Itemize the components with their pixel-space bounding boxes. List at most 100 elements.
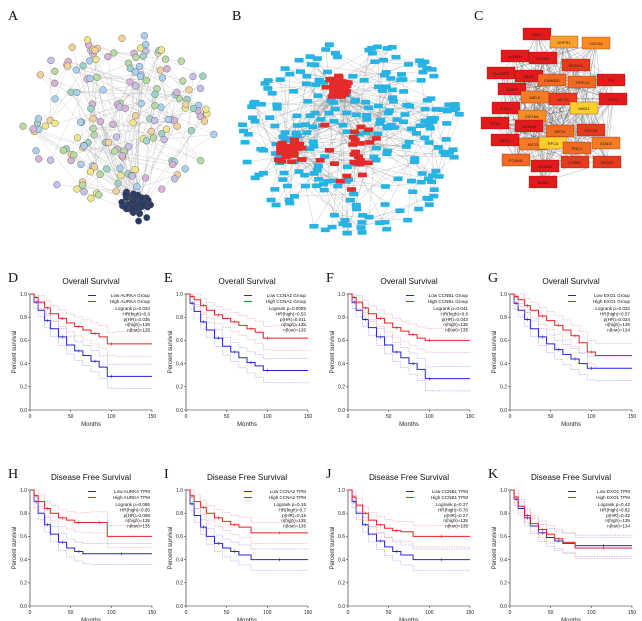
ci-upper-blue <box>186 293 309 360</box>
km-title: Overall Survival <box>542 277 600 286</box>
network-edge <box>113 51 146 54</box>
hub-gene-label: KIF2C <box>557 97 568 102</box>
gene-node <box>371 157 381 163</box>
gene-node <box>410 156 420 161</box>
protein-node <box>86 168 95 176</box>
hub-gene-box <box>537 73 567 87</box>
hub-gene-node: FAM83D <box>537 73 567 87</box>
ci-lower-blue <box>510 293 633 382</box>
hub-gene-box <box>560 155 590 169</box>
survival-curve-red <box>348 489 470 537</box>
protein-node <box>122 190 130 198</box>
km-stat: Logrank p=0.022 <box>595 306 630 311</box>
network-edge <box>125 108 136 170</box>
y-tick-label: 0.6 <box>176 534 183 540</box>
network-edge <box>294 109 437 197</box>
gene-node <box>248 115 258 121</box>
protein-node <box>173 88 181 96</box>
gene-node <box>354 131 364 137</box>
legend-label: Low CCNB1 Group <box>429 293 469 298</box>
network-edge <box>54 66 68 99</box>
legend-label: High CCNA2 Group <box>266 299 307 304</box>
x-axis-label: Months <box>399 618 419 621</box>
km-stat: n(high)=135 <box>125 518 150 523</box>
gene-node <box>363 160 373 166</box>
gene-node <box>362 117 372 122</box>
protein-node <box>151 90 159 98</box>
km-title: Disease Free Survival <box>51 473 131 482</box>
gene-node <box>454 111 464 117</box>
y-tick-label: 0.0 <box>338 604 345 610</box>
protein-node <box>36 71 44 79</box>
hub-gene-label: MND1 <box>578 106 590 111</box>
gene-node <box>428 173 438 178</box>
network-edge <box>82 147 132 176</box>
gene-node <box>400 112 410 117</box>
x-axis-label: Months <box>81 422 101 428</box>
gene-node <box>380 219 390 225</box>
gene-node <box>387 87 397 93</box>
x-tick-label: 50 <box>386 610 392 616</box>
network-edge <box>346 175 401 211</box>
protein-node <box>131 166 139 174</box>
gene-node <box>342 173 352 179</box>
y-tick-label: 0.4 <box>500 557 507 563</box>
hub-gene-node: ATAD2 <box>591 136 621 150</box>
km-stat: Logrank p=0.15 <box>274 502 307 507</box>
hub-gene-label: KIF23 <box>528 142 539 147</box>
ci-upper-red <box>30 489 153 526</box>
hub-gene-box <box>528 175 558 189</box>
gene-node <box>354 154 364 159</box>
network-edge <box>331 85 348 228</box>
panel-letter-f: F <box>326 271 334 286</box>
gene-node <box>350 129 360 135</box>
gene-node <box>375 220 385 226</box>
gene-node <box>263 86 273 91</box>
protein-node <box>177 57 185 65</box>
gene-node <box>254 172 264 178</box>
network-edge <box>275 159 303 206</box>
x-tick-label: 150 <box>304 414 313 420</box>
gene-node <box>282 183 292 189</box>
protein-node <box>53 181 61 189</box>
gene-node <box>387 44 397 50</box>
y-tick-label: 1.0 <box>338 292 345 298</box>
gene-node <box>265 115 275 120</box>
protein-node <box>164 115 172 124</box>
legend-label: Low CCNA2 TPM <box>270 489 306 494</box>
gene-node <box>406 178 416 184</box>
km-stat: HR(high)=0.76 <box>438 507 468 512</box>
hub-gene-node: CDK1 <box>522 27 552 41</box>
y-axis-label: Percent survival <box>330 331 336 374</box>
protein-node <box>51 79 59 87</box>
gene-node <box>270 187 280 192</box>
hub-gene-box <box>480 116 510 130</box>
hub-gene-label: CCNB1 <box>536 56 550 61</box>
gene-node <box>438 107 448 113</box>
gene-node <box>278 134 288 140</box>
gene-node <box>429 187 439 193</box>
gene-node <box>329 161 339 166</box>
protein-node <box>116 164 124 172</box>
gene-node <box>284 197 294 203</box>
y-tick-label: 1.0 <box>20 292 27 298</box>
ci-lower-blue <box>186 293 309 384</box>
gene-node <box>369 154 379 160</box>
gene-node <box>301 122 311 127</box>
hub-gene-label: CYBB1 <box>568 160 582 165</box>
gene-node <box>289 89 299 94</box>
protein-node <box>63 62 72 70</box>
hub-gene-box <box>569 101 599 115</box>
gene-node <box>319 187 329 193</box>
y-tick-label: 0.8 <box>338 315 345 321</box>
gene-node <box>350 137 360 143</box>
gene-node <box>308 139 318 144</box>
network-edge <box>92 88 158 105</box>
legend-label: Low AURKA Group <box>111 293 151 298</box>
protein-node <box>32 147 40 155</box>
km-stat: p(HR)=0.15 <box>282 513 306 518</box>
gene-node <box>347 187 357 192</box>
protein-node <box>51 119 59 127</box>
gene-node <box>276 147 286 152</box>
gene-node <box>367 50 377 56</box>
